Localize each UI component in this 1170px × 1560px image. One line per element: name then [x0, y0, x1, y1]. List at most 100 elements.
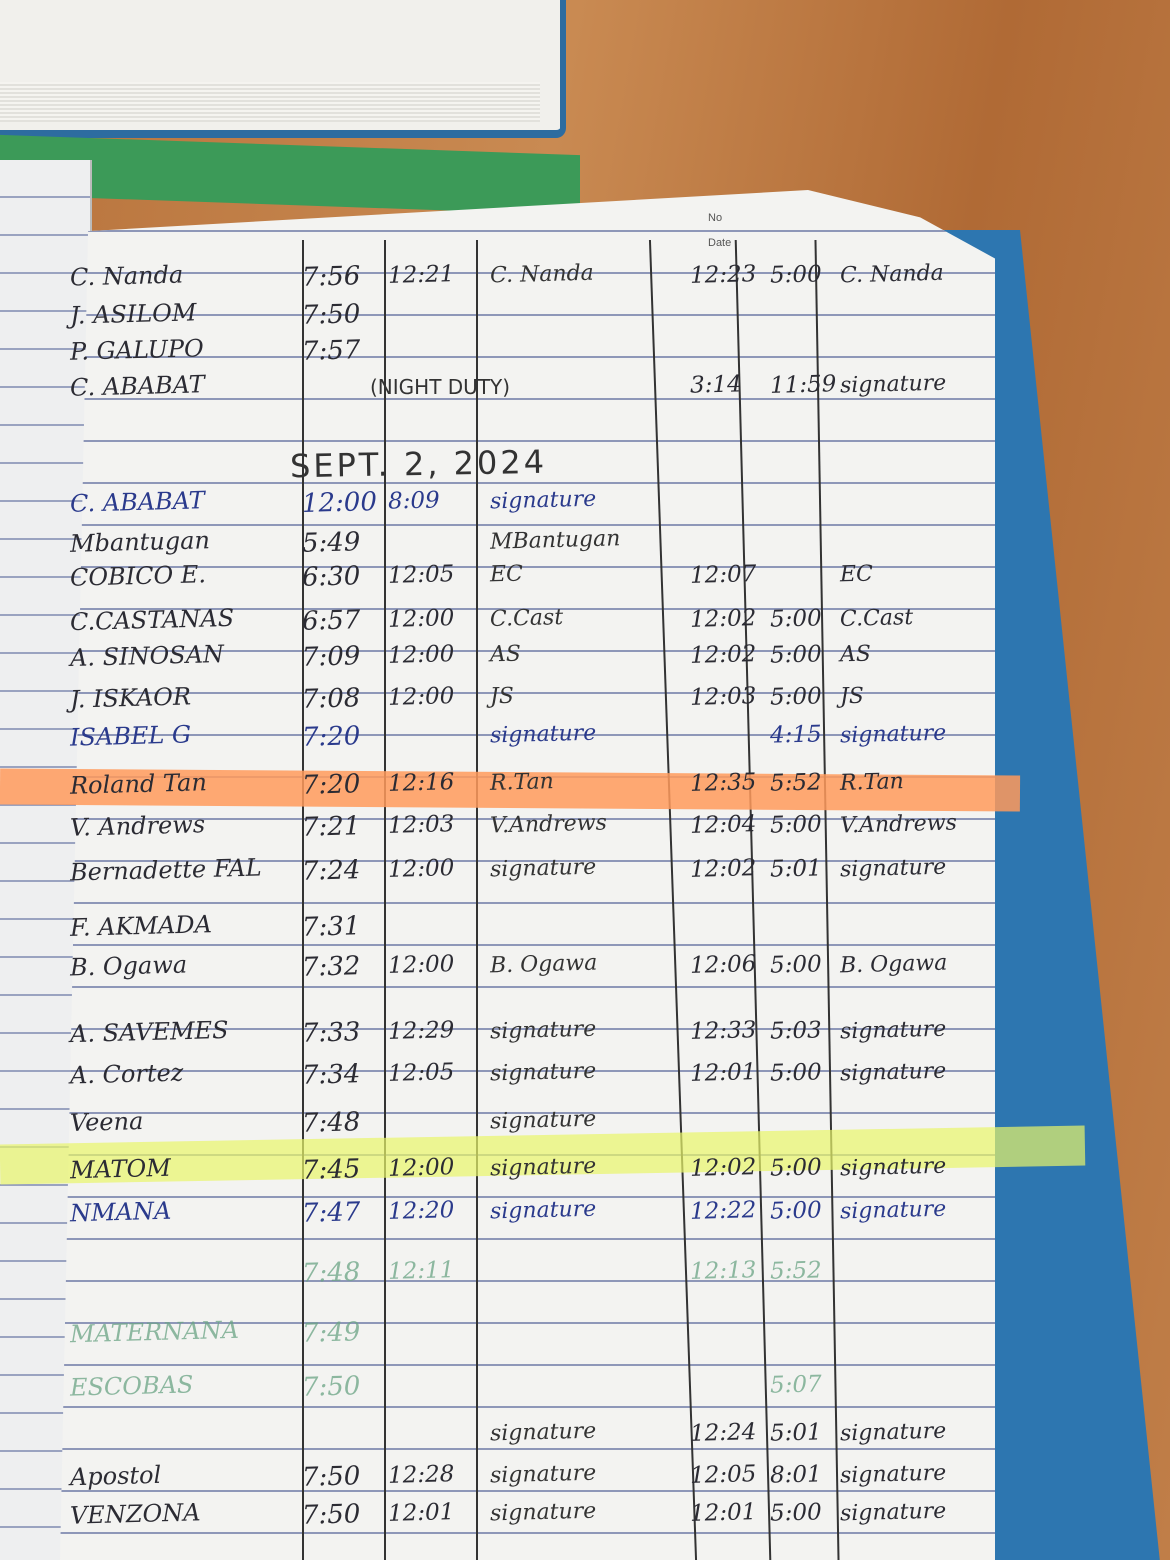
time-am-in: 7:24 — [301, 855, 361, 887]
signature: B. Ogawa — [839, 950, 948, 979]
employee-name: MATOM — [69, 1153, 172, 1185]
log-entry-row: A. SINOSAN 7:09 12:00 AS 12:02 5:00 AS — [0, 640, 1170, 682]
employee-name: Apostol — [69, 1460, 162, 1492]
time-am-out: 12:28 — [387, 1461, 455, 1489]
signature: signature — [839, 720, 947, 749]
time-am-in: 7:20 — [301, 769, 361, 801]
employee-name: F. AKMADA — [69, 910, 213, 942]
time-pm-out: 5:07 — [769, 1371, 822, 1399]
employee-name: NMANA — [69, 1196, 172, 1228]
time-am-out: 8:09 — [387, 487, 440, 515]
signature: signature — [489, 1498, 597, 1527]
log-entry-row: Apostol 7:50 12:28 signature 12:05 8:01 signat… — [0, 1460, 1170, 1502]
time-pm-out: 5:00 — [769, 1499, 822, 1527]
time-am-in: 7:47 — [301, 1197, 361, 1229]
time-am-in: 6:57 — [301, 605, 361, 637]
employee-name: VENZONA — [69, 1498, 201, 1530]
time-am-in: 7:34 — [301, 1059, 361, 1091]
log-entry-row: ESCOBAS 7:50 5:07 — [0, 1370, 1170, 1412]
time-am-in: 7:45 — [301, 1154, 361, 1186]
time-am-in: 7:33 — [301, 1017, 361, 1049]
time-pm-in: 12:05 — [689, 1461, 757, 1489]
signature: V.Andrews — [489, 810, 608, 839]
time-pm-out: 5:01 — [769, 1419, 822, 1447]
time-am-out: 12:00 — [387, 855, 455, 883]
time-am-out: 12:21 — [387, 261, 455, 289]
time-pm-out: 5:00 — [769, 1154, 822, 1182]
time-pm-out: 5:52 — [769, 1257, 822, 1285]
signature: signature — [839, 1058, 947, 1087]
date-label: Date — [708, 237, 732, 249]
signature: signature — [839, 1016, 947, 1045]
time-am-in: 7:48 — [301, 1257, 361, 1289]
signature: signature — [489, 486, 597, 515]
employee-name: A. SAVEMES — [69, 1015, 229, 1049]
employee-name: Bernadette FAL — [69, 853, 262, 887]
time-am-in: 5:49 — [301, 527, 361, 559]
time-am-in: 7:31 — [301, 911, 361, 943]
time-am-out: 12:03 — [387, 811, 455, 839]
time-am-in: 7:50 — [301, 1371, 361, 1403]
time-am-in: 7:48 — [301, 1107, 361, 1139]
signature: signature — [489, 1418, 597, 1447]
log-entry-row: ISABEL G 7:20 signature 4:15 signature — [0, 720, 1170, 762]
signature: C. Nanda — [839, 260, 945, 289]
time-pm-out: 5:00 — [769, 683, 822, 711]
column-divider — [384, 240, 386, 1560]
log-entry-row: C.CASTANAS 6:57 12:00 C.Cast 12:02 5:00 C.Cast — [0, 603, 1170, 646]
log-entry-row: V. Andrews 7:21 12:03 V.Andrews 12:04 5:00 V.A… — [0, 810, 1170, 852]
time-am-in: 7:08 — [301, 683, 361, 715]
time-pm-out: 5:00 — [769, 605, 822, 633]
time-am-in: 7:50 — [301, 1499, 361, 1531]
time-pm-out: 5:00 — [769, 1197, 822, 1225]
time-am-out: 12:05 — [387, 1059, 455, 1087]
signature: signature — [489, 720, 597, 749]
time-am-in: 7:57 — [301, 335, 361, 367]
closed-logbook — [0, 0, 566, 138]
time-pm-in: 12:02 — [689, 855, 757, 883]
log-entry-row: A. SAVEMES 7:33 12:29 signature 12:33 5:03 sig… — [0, 1015, 1170, 1058]
time-pm-in: 12:22 — [689, 1197, 757, 1225]
employee-name: ESCOBAS — [69, 1370, 194, 1402]
time-am-out: 12:00 — [387, 951, 455, 979]
signature: signature — [489, 1196, 597, 1225]
time-am-in: 7:50 — [301, 1461, 361, 1493]
signature: signature — [839, 1498, 947, 1527]
time-pm-in: 12:06 — [689, 951, 757, 979]
signature: MBantugan — [489, 526, 621, 555]
employee-name: Roland Tan — [69, 768, 208, 800]
signature: signature — [839, 1196, 947, 1225]
signature: C.Cast — [839, 605, 914, 632]
time-pm-out: 5:03 — [769, 1017, 822, 1045]
log-entry-row: COBICO E. 6:30 12:05 EC 12:07 EC — [0, 560, 1170, 602]
log-entry-row: 7:48 12:11 12:13 5:52 — [0, 1257, 1170, 1298]
signature: JS — [489, 683, 515, 710]
time-pm-in: 12:02 — [689, 641, 757, 669]
time-pm-in: 12:02 — [689, 605, 757, 633]
time-am-in: 7:21 — [301, 811, 361, 843]
signature: V.Andrews — [839, 810, 958, 839]
time-pm-in: 12:01 — [689, 1059, 757, 1087]
log-entry-row: F. AKMADA 7:31 — [0, 910, 1170, 952]
time-pm-out: 11:59 — [769, 371, 837, 399]
employee-name: COBICO E. — [69, 560, 207, 592]
time-pm-out: 5:01 — [769, 855, 822, 883]
time-pm-out: 5:00 — [769, 641, 822, 669]
employee-name: ISABEL G — [69, 720, 192, 752]
signature: signature — [489, 854, 597, 883]
log-entry-row: signature 12:24 5:01 signature — [0, 1418, 1170, 1460]
employee-name: Mbantugan — [69, 526, 211, 558]
no-label: No — [708, 212, 723, 224]
employee-name: C.CASTANAS — [69, 603, 235, 637]
night-duty-note: (NIGHT DUTY) — [370, 375, 511, 399]
time-am-out: 12:00 — [387, 1154, 455, 1182]
log-entry-row: NMANA 7:47 12:20 signature 12:22 5:00 signatur… — [0, 1196, 1170, 1238]
signature: B. Ogawa — [489, 950, 598, 979]
signature: signature — [489, 1460, 597, 1489]
time-pm-in: 12:24 — [689, 1419, 757, 1447]
time-pm-in: 3:14 — [689, 371, 742, 399]
column-divider — [476, 240, 478, 1560]
time-am-out: 12:01 — [387, 1499, 455, 1527]
signature: signature — [489, 1016, 597, 1045]
signature: AS — [489, 641, 522, 668]
